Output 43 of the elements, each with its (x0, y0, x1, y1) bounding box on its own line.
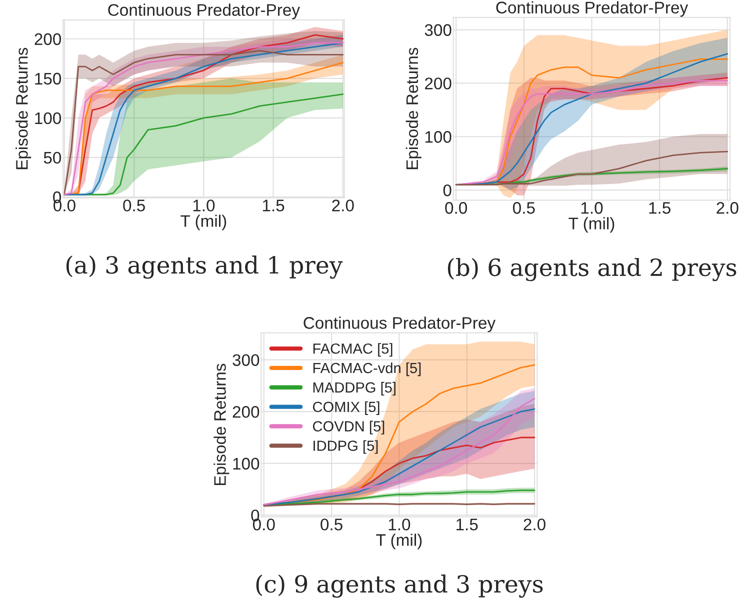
y-tick-label: 100 (35, 112, 62, 124)
y-tick-label: 150 (35, 72, 62, 85)
x-axis-title: T (mil) (376, 534, 422, 550)
x-tick-label: 0.5 (123, 200, 145, 212)
x-tick-label: 1.0 (193, 200, 215, 212)
x-tick-label: 1.0 (581, 202, 603, 214)
x-axis-title: T (mil) (180, 214, 226, 230)
legend-label: FACMAC [5] (313, 343, 392, 357)
chart-title: Continuous Predator-Prey (108, 4, 300, 20)
x-tick-label: 0.5 (512, 202, 535, 214)
y-axis-title: Episode Returns (214, 364, 230, 486)
y-tick-label: 200 (34, 33, 62, 46)
y-tick-label: 200 (232, 406, 260, 418)
legend-label: COMIX [5] (312, 401, 380, 415)
x-axis-title: T (mil) (568, 217, 614, 233)
y-tick-label: 100 (233, 458, 260, 470)
legend-label: FACMAC-vdn [5] (313, 362, 421, 376)
line-series (455, 150, 728, 186)
y-axis-title: Episode Returns (16, 48, 32, 170)
y-axis-title: Episode Returns (406, 48, 422, 170)
chart-title: Continuous Predator-Prey (304, 316, 496, 332)
y-tick-label: 0 (443, 184, 452, 196)
x-tick-label: 2.0 (332, 200, 354, 212)
y-tick-label: 300 (232, 354, 260, 366)
y-tick-label: 300 (424, 24, 452, 36)
x-tick-label: 1.5 (649, 202, 670, 214)
legend-label: MADDPG [5] (313, 382, 396, 396)
text: (c) 9 agents and 3 preys (256, 574, 543, 598)
legend-label: IDDPG [5] (314, 440, 378, 454)
x-tick-label: 0.0 (445, 202, 468, 214)
text: (a) 3 agents and 1 prey (66, 256, 343, 279)
x-tick-label: 1.5 (262, 200, 284, 212)
x-tick-label: 2.0 (524, 518, 546, 530)
y-tick-label: 50 (44, 152, 62, 164)
x-tick-label: 1.5 (456, 518, 478, 530)
text: (b) 6 agents and 2 preys (448, 258, 736, 282)
legend-label: COVDN [5] (312, 420, 384, 434)
x-tick-label: 0.5 (320, 518, 342, 530)
chart-title: Continuous Predator-Prey (496, 1, 688, 17)
y-tick-label: 200 (425, 78, 452, 90)
x-tick-label: 2.0 (716, 202, 738, 214)
x-tick-label: 1.0 (388, 518, 410, 530)
y-tick-label: 100 (425, 131, 452, 143)
